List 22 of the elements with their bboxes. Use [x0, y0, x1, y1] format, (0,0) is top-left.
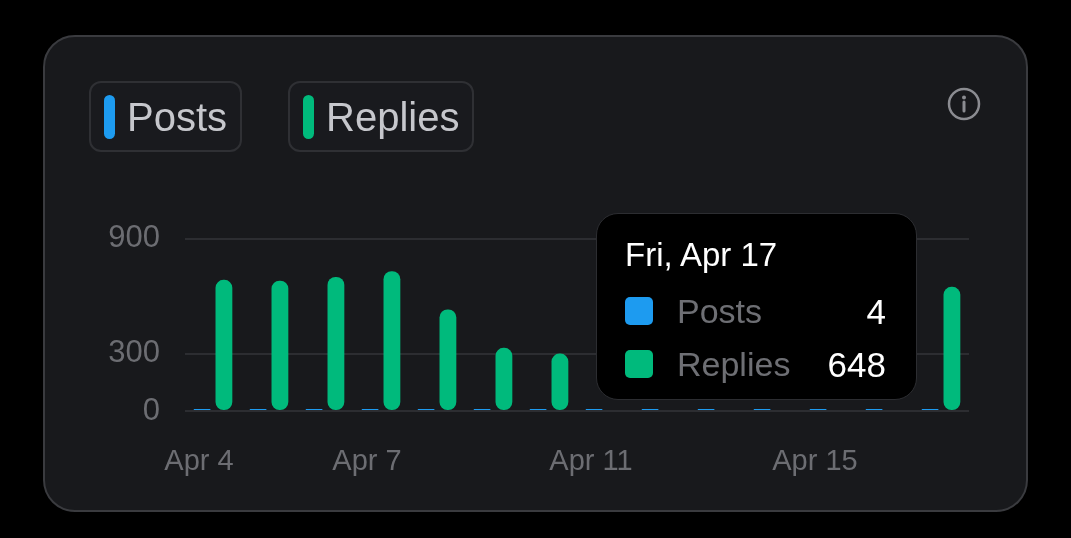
- bar: [495, 347, 513, 410]
- bar: [943, 286, 961, 410]
- annotation: 4: [866, 291, 886, 331]
- y-tick-label: 900: [108, 219, 160, 255]
- bar: [439, 309, 457, 410]
- bar: [327, 276, 345, 410]
- annotation: Fri, Apr 17: [625, 236, 778, 273]
- bar: [271, 280, 289, 410]
- y-tick-label: 0: [142, 391, 160, 427]
- y-tick-label: 300: [108, 334, 160, 370]
- x-tick-label: Apr 11: [549, 444, 633, 477]
- x-tick-label: Apr 15: [772, 444, 858, 477]
- annotation: Posts: [677, 292, 764, 330]
- legend-label: Posts: [127, 94, 228, 139]
- legend-label: Replies: [326, 94, 460, 139]
- bar: [215, 279, 233, 410]
- bar: [383, 271, 401, 410]
- x-tick-label: Apr 4: [164, 444, 234, 477]
- annotation: 648: [827, 344, 886, 384]
- x-tick-label: Apr 7: [332, 444, 402, 477]
- bar: [551, 353, 569, 410]
- annotation: Replies: [677, 345, 792, 383]
